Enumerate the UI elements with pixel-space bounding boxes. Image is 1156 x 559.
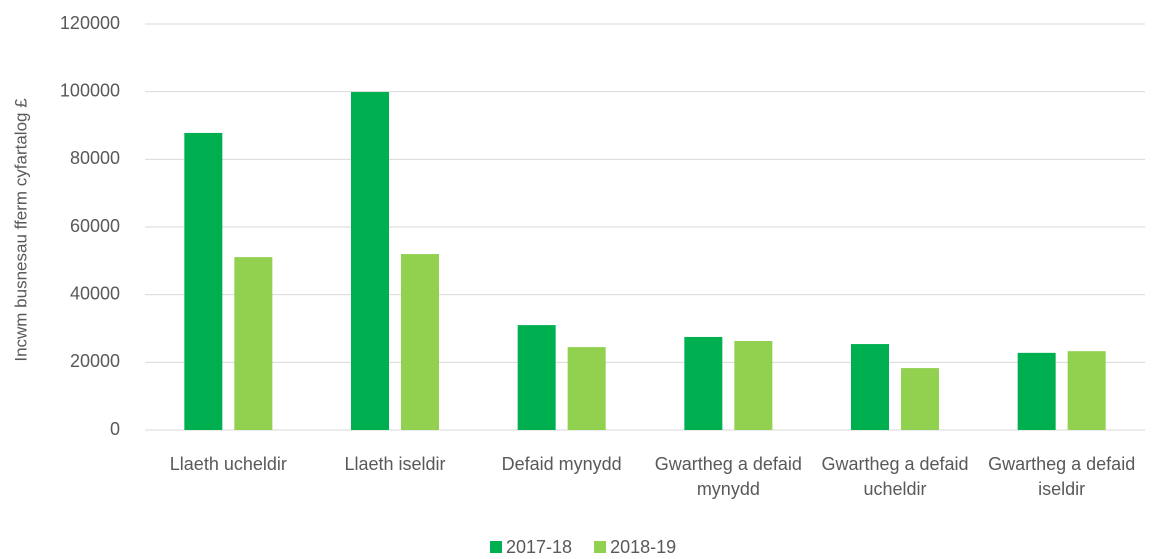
legend-swatch xyxy=(490,541,502,553)
y-tick-label: 40000 xyxy=(70,283,120,303)
y-tick-label: 80000 xyxy=(70,148,120,168)
bar xyxy=(1067,351,1106,430)
y-axis-title: Incwm busnesau fferm cyfartalog £ xyxy=(11,98,30,362)
bar xyxy=(851,344,889,430)
bar xyxy=(901,368,939,430)
y-tick-label: 20000 xyxy=(70,351,120,371)
x-tick-label: Llaeth iseldir xyxy=(344,454,446,474)
bar xyxy=(1017,352,1056,430)
x-tick-label: Gwartheg a defaid iseldir xyxy=(988,454,1136,499)
bar xyxy=(184,132,223,430)
legend-label: 2018-19 xyxy=(610,537,676,557)
x-tick-label: Gwartheg a defaid mynydd xyxy=(654,454,802,499)
x-tick-label: Gwartheg a defaid ucheldir xyxy=(821,454,969,499)
x-tick-label: Defaid mynydd xyxy=(501,454,622,474)
bar xyxy=(517,325,556,430)
y-tick-label: 100000 xyxy=(60,80,120,100)
bar xyxy=(351,92,389,430)
legend-swatch xyxy=(594,541,607,553)
y-tick-label: 120000 xyxy=(60,13,120,33)
x-tick-label: Llaeth ucheldir xyxy=(169,454,287,474)
y-tick-label: 60000 xyxy=(70,216,120,236)
y-tick-label: 0 xyxy=(110,419,120,439)
legend-label: 2017-18 xyxy=(506,537,572,557)
bar xyxy=(567,347,606,430)
bar xyxy=(234,257,273,430)
bar xyxy=(734,341,773,430)
bar xyxy=(401,254,439,430)
bar xyxy=(684,336,723,430)
